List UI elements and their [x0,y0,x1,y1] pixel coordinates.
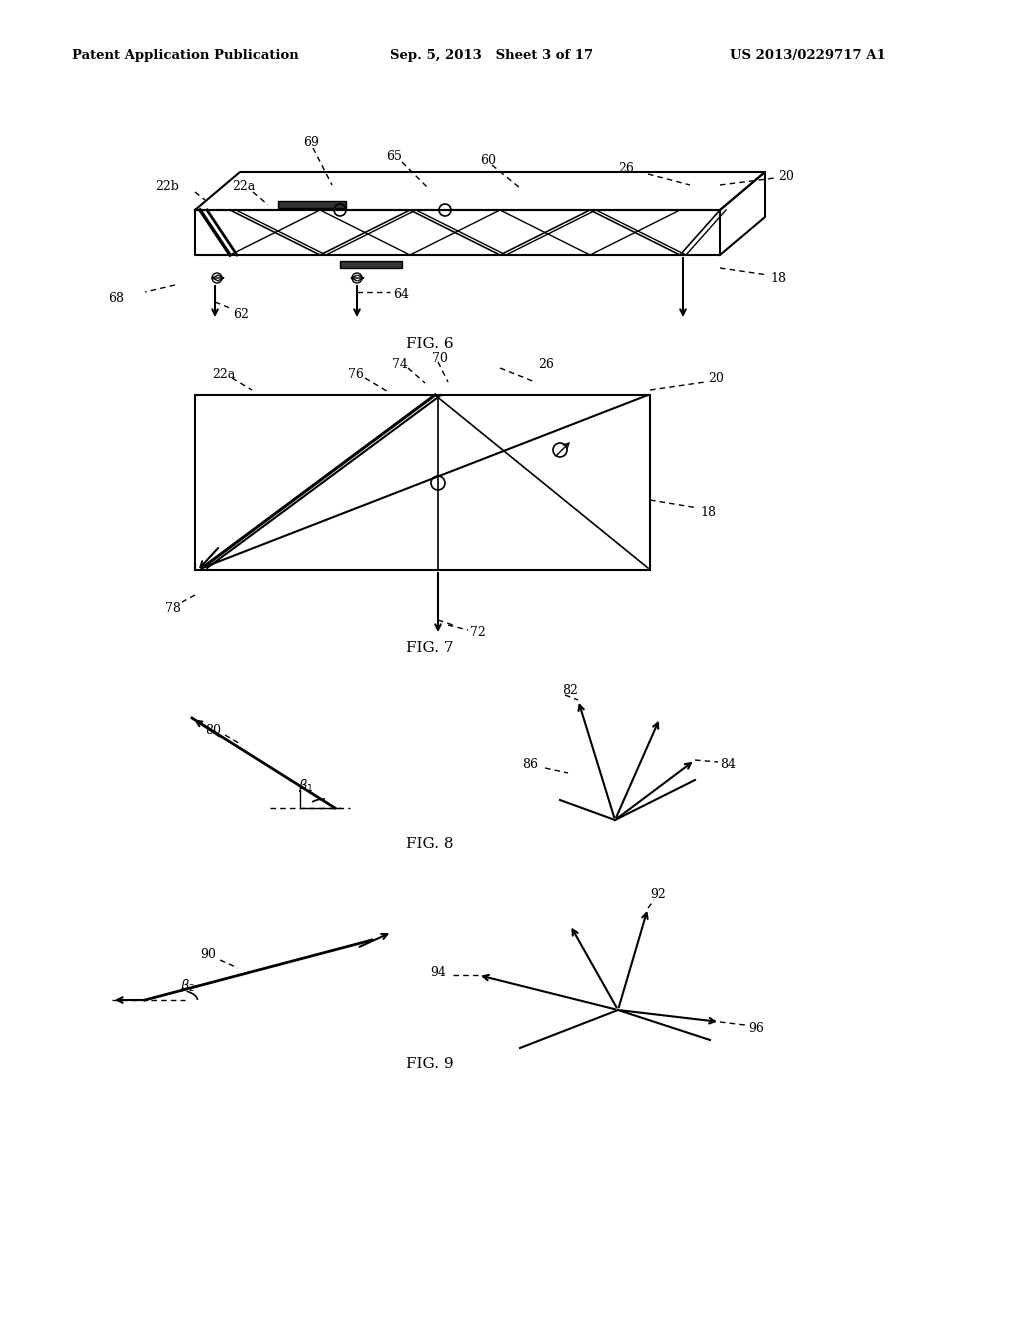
Text: 94: 94 [430,965,445,978]
Text: 26: 26 [538,359,554,371]
Text: 76: 76 [348,367,364,380]
Text: 22a: 22a [212,367,236,380]
Bar [195,395,650,570]
Text: 20: 20 [708,372,724,385]
Text: Sep. 5, 2013   Sheet 3 of 17: Sep. 5, 2013 Sheet 3 of 17 [390,49,593,62]
Text: US 2013/0229717 A1: US 2013/0229717 A1 [730,49,886,62]
Text: 84: 84 [720,758,736,771]
Text: FIG. 7: FIG. 7 [407,642,454,655]
Bar [278,201,346,209]
Text: 60: 60 [480,153,496,166]
Text: 78: 78 [165,602,181,615]
Text: 64: 64 [393,289,409,301]
Text: 18: 18 [770,272,786,285]
Bar [340,261,402,268]
Text: $\beta_1$: $\beta_1$ [298,777,313,795]
Text: 68: 68 [108,292,124,305]
Text: 26: 26 [618,162,634,176]
Text: 72: 72 [470,627,485,639]
Text: FIG. 9: FIG. 9 [407,1057,454,1071]
Text: 82: 82 [562,684,578,697]
Text: 65: 65 [386,150,401,164]
Text: 80: 80 [205,723,221,737]
Text: 18: 18 [700,506,716,519]
Text: 62: 62 [233,309,249,322]
Text: 69: 69 [303,136,318,149]
Text: Patent Application Publication: Patent Application Publication [72,49,299,62]
Text: FIG. 6: FIG. 6 [407,337,454,351]
Text: FIG. 8: FIG. 8 [407,837,454,851]
Text: 90: 90 [200,949,216,961]
Text: 22b: 22b [155,181,179,194]
Text: 92: 92 [650,888,666,902]
Text: 96: 96 [748,1022,764,1035]
Text: 22a: 22a [232,181,255,194]
Text: 20: 20 [778,169,794,182]
Text: 86: 86 [522,759,538,771]
Text: 70: 70 [432,351,447,364]
Text: 74: 74 [392,358,408,371]
Text: $\beta_2$: $\beta_2$ [180,978,196,994]
